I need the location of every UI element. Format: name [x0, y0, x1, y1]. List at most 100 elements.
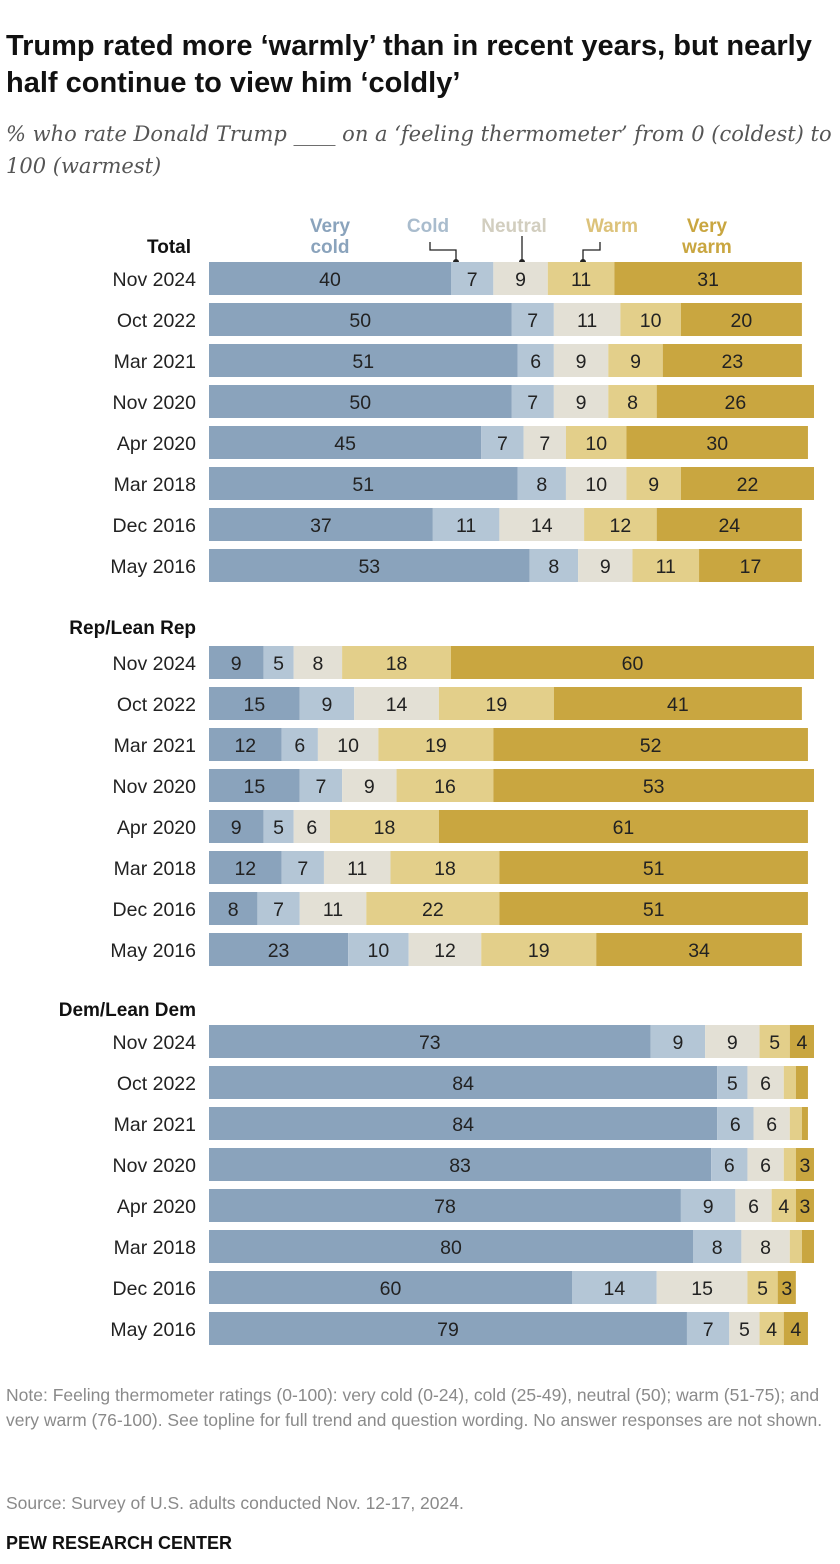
bar-segment-cold	[511, 303, 554, 336]
data-label: 9	[515, 269, 526, 291]
bar-segment-very-cold	[209, 303, 512, 336]
bar-segment-very-warm	[662, 344, 802, 377]
row-label: Nov 2020	[113, 1155, 197, 1177]
data-label: 15	[244, 694, 266, 716]
data-label: 18	[386, 653, 408, 675]
data-label: 17	[740, 556, 762, 578]
bar-segment-very-cold	[209, 1025, 651, 1058]
data-label: 9	[576, 351, 587, 373]
bar-segment-warm	[366, 892, 500, 925]
bar-segment-neutral	[493, 262, 548, 295]
data-label: 11	[571, 269, 591, 291]
bar-segment-warm	[330, 810, 439, 843]
bar-row: May 2016 79 7 5 4 4	[110, 1312, 808, 1345]
data-label: 79	[437, 1319, 459, 1341]
bar-segment-cold	[257, 892, 300, 925]
bar-segment-cold	[299, 687, 355, 720]
data-label: 5	[757, 1278, 768, 1300]
data-label: 11	[577, 310, 597, 332]
chart-source: Source: Survey of U.S. adults conducted …	[6, 1493, 464, 1513]
data-label: 5	[739, 1319, 750, 1341]
bar-segment-warm	[378, 728, 494, 761]
data-label: 45	[334, 433, 356, 455]
data-label: 9	[727, 1032, 738, 1054]
data-label: 9	[364, 776, 375, 798]
bar-segment-very-cold	[209, 549, 530, 582]
bar-segment-neutral	[705, 1025, 760, 1058]
bar-segment-neutral	[293, 810, 330, 843]
bar-row: Nov 2020 15 7 9 16 53	[113, 769, 814, 802]
bar-segment-warm	[789, 1230, 802, 1263]
bar-segment-cold	[717, 1066, 748, 1099]
data-label: 7	[273, 899, 284, 921]
bar-segment-warm	[608, 344, 663, 377]
bar-segment-very-cold	[209, 1230, 693, 1263]
bar-segment-cold	[432, 508, 500, 541]
bar-row: Nov 2020 83 6 6 3	[113, 1148, 814, 1181]
bar-segment-warm	[547, 262, 615, 295]
bar-segment-cold	[517, 467, 566, 500]
bar-segment-warm	[632, 549, 700, 582]
data-label: 6	[760, 1155, 771, 1177]
data-label: 3	[799, 1155, 810, 1177]
row-label: Mar 2021	[114, 735, 196, 757]
data-label: 30	[706, 433, 728, 455]
bar-segment-very-cold	[209, 1107, 718, 1140]
data-label: 14	[531, 515, 553, 537]
data-label: 10	[585, 474, 607, 496]
bar-segment-very-warm	[451, 646, 814, 679]
bar-segment-warm	[342, 646, 451, 679]
bar-segment-cold	[281, 851, 324, 884]
row-label: May 2016	[110, 940, 196, 962]
bar-segment-cold	[281, 728, 318, 761]
bar-segment-neutral	[523, 426, 566, 459]
bar-segment-warm	[396, 769, 494, 802]
data-label: 16	[434, 776, 456, 798]
row-label: Nov 2024	[113, 269, 197, 291]
bar-segment-very-cold	[209, 1312, 687, 1345]
row-label: Nov 2024	[113, 1032, 197, 1054]
data-label: 8	[548, 556, 559, 578]
data-label: 9	[600, 556, 611, 578]
data-label: 60	[380, 1278, 402, 1300]
bar-segment-very-warm	[493, 728, 808, 761]
bar-segment-warm	[783, 1066, 796, 1099]
data-label: 11	[656, 556, 676, 578]
data-label: 53	[643, 776, 665, 798]
data-label: 20	[731, 310, 753, 332]
data-label: 6	[748, 1196, 759, 1218]
data-label: 4	[796, 1032, 807, 1054]
bar-segment-very-cold	[209, 1189, 681, 1222]
data-label: 9	[703, 1196, 714, 1218]
data-label: 6	[294, 735, 305, 757]
legend-label: warm	[681, 237, 732, 258]
bar-segment-very-cold	[209, 344, 518, 377]
data-label: 60	[622, 653, 644, 675]
data-label: 6	[530, 351, 541, 373]
data-label: 19	[528, 940, 550, 962]
bar-segment-very-cold	[209, 1271, 572, 1304]
bar-segment-warm	[626, 467, 681, 500]
data-label: 19	[425, 735, 447, 757]
bar-segment-warm	[565, 426, 627, 459]
bar-row: Nov 2024 40 7 9 11 31	[113, 262, 802, 295]
data-label: 6	[724, 1155, 735, 1177]
bar-row: Mar 2018 51 8 10 9 22	[114, 467, 814, 500]
bar-segment-warm	[771, 1189, 796, 1222]
legend-neutral: Neutral	[481, 216, 546, 237]
data-label: 9	[672, 1032, 683, 1054]
bar-segment-warm	[584, 508, 657, 541]
bar-segment-cold	[686, 1312, 730, 1345]
data-label: 50	[349, 310, 371, 332]
data-label: 22	[422, 899, 444, 921]
bar-segment-very-cold	[209, 728, 282, 761]
bar-segment-neutral	[299, 892, 367, 925]
bar-segment-warm	[438, 687, 554, 720]
data-label: 6	[766, 1114, 777, 1136]
bar-segment-neutral	[735, 1189, 772, 1222]
row-label: Nov 2024	[113, 653, 197, 675]
bar-segment-cold	[529, 549, 579, 582]
data-label: 51	[643, 899, 665, 921]
